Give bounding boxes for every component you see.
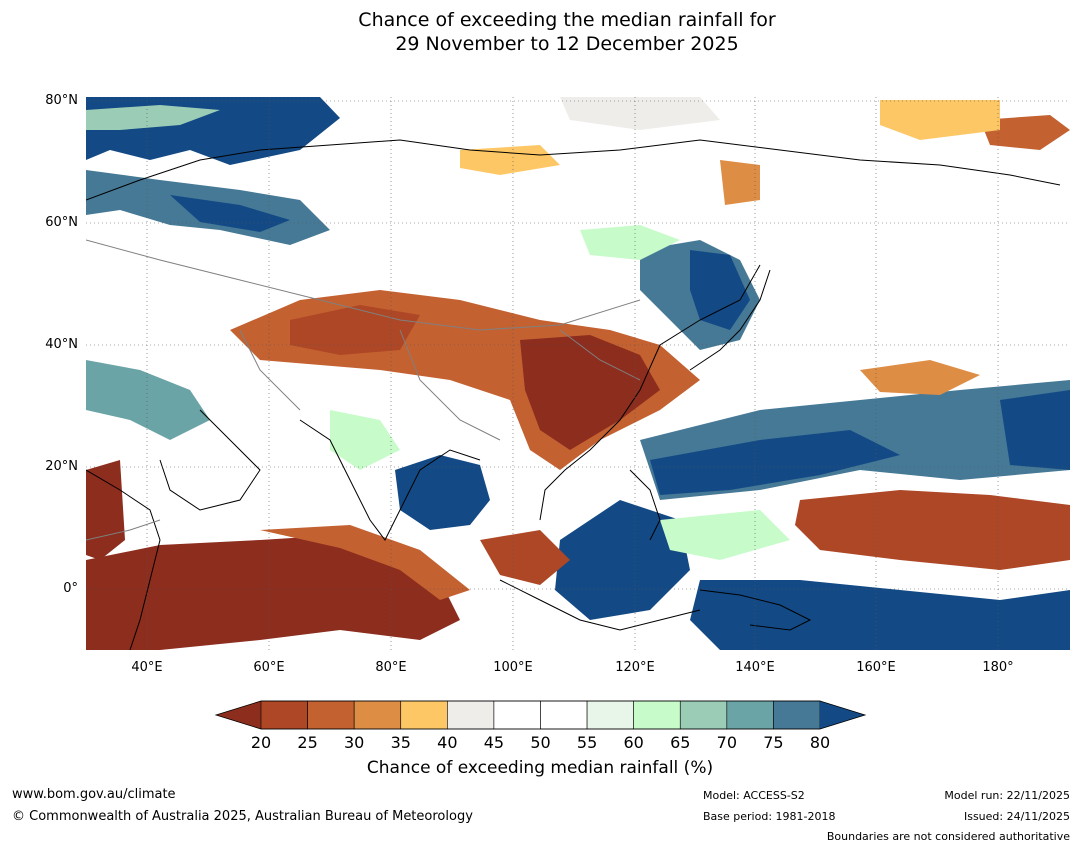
region-middle-east <box>86 360 210 440</box>
colorbar-tick-label: 50 <box>530 733 551 752</box>
low-chance-regions <box>86 115 1070 650</box>
copyright-text: © Commonwealth of Australia 2025, Austra… <box>12 809 473 824</box>
region-siberia-yellow <box>460 145 560 175</box>
colorbar-under-triangle <box>216 701 261 729</box>
region-green-pacific <box>660 510 790 560</box>
lon-label-60e: 60°E <box>253 660 285 675</box>
lon-label-120e: 120°E <box>615 660 655 675</box>
region-indian-ocean <box>86 535 460 650</box>
model-name: Model: ACCESS-S2 <box>703 789 805 802</box>
colorbar-segment <box>726 700 774 730</box>
colorbar-over-triangle <box>820 701 865 729</box>
high-chance-regions <box>86 97 1070 650</box>
lon-label-80e: 80°E <box>375 660 407 675</box>
accent-regions <box>86 97 1000 560</box>
lon-label-40e: 40°E <box>131 660 163 675</box>
colorbar-tick-label: 40 <box>437 733 458 752</box>
lat-label-60n: 60°N <box>45 215 78 230</box>
region-north-europe-band-inner <box>170 195 290 232</box>
lon-label-160e: 160°E <box>856 660 896 675</box>
colorbar-tick-label: 70 <box>716 733 737 752</box>
lon-label-100e: 100°E <box>493 660 533 675</box>
region-bay-of-bengal <box>395 455 490 530</box>
region-mongolia-core <box>690 250 750 330</box>
boundaries-disclaimer: Boundaries are not considered authoritat… <box>826 830 1070 843</box>
coast-indonesia <box>499 579 701 631</box>
region-green-asia <box>580 225 680 260</box>
region-green-india <box>330 410 400 470</box>
region-arctic-east <box>980 115 1070 150</box>
colorbar-tick-label: 45 <box>483 733 505 752</box>
colorbar-tick-label: 25 <box>297 733 318 752</box>
colorbar-tick-label: 20 <box>250 733 272 752</box>
title-line-1: Chance of exceeding the median rainfall … <box>358 9 776 31</box>
region-north-pacific <box>860 360 980 395</box>
region-south-pacific <box>690 580 1070 650</box>
lat-label-40n: 40°N <box>45 337 78 352</box>
coast-eurasia <box>86 139 1061 201</box>
coast-africa-east <box>86 469 161 650</box>
region-west-pacific-core <box>650 430 900 495</box>
colorbar-segment <box>540 700 588 730</box>
national-boundaries <box>86 239 641 541</box>
colorbar-tick-label: 65 <box>670 733 691 752</box>
region-arctic-yellow <box>880 100 1000 140</box>
colorbar-tick-label: 30 <box>343 733 365 752</box>
colorbar-segment <box>586 700 634 730</box>
coastlines <box>86 139 1061 650</box>
coast-arabia <box>159 409 261 511</box>
region-east-africa <box>86 460 125 560</box>
coast-new-guinea <box>699 589 812 631</box>
colorbar-segment <box>773 700 821 730</box>
colorbar-outline <box>214 700 867 730</box>
region-grey-arctic <box>560 97 720 130</box>
region-green-north <box>86 105 220 130</box>
region-china-core <box>520 335 660 450</box>
region-east-pacific-core <box>1000 390 1070 470</box>
colorbar-segment <box>400 700 448 730</box>
colorbar-tick-label: 35 <box>390 733 411 752</box>
colorbar-segment <box>633 700 681 730</box>
lon-label-140e: 140°E <box>735 660 775 675</box>
lat-label-80n: 80°N <box>45 93 78 108</box>
coast-japan <box>689 269 771 371</box>
coast-east-asia <box>539 264 761 521</box>
model-run-date: Model run: 22/11/2025 <box>944 789 1070 802</box>
region-indian-ocean-edge <box>260 525 470 600</box>
issued-date: Issued: 24/11/2025 <box>963 810 1070 823</box>
colorbar-segment <box>447 700 495 730</box>
chart-title: Chance of exceeding the median rainfall … <box>0 8 1081 56</box>
colorbar-segment <box>260 700 308 730</box>
title-line-2: 29 November to 12 December 2025 <box>395 33 739 55</box>
colorbar-segment <box>679 700 728 730</box>
colorbar-label: Chance of exceeding median rainfall (%) <box>366 758 714 778</box>
colorbar-segment <box>353 700 402 730</box>
graticule <box>86 97 1070 650</box>
website-link[interactable]: www.bom.gov.au/climate <box>12 787 176 802</box>
region-siberia-east <box>720 160 760 205</box>
colorbar-segment <box>307 700 355 730</box>
region-south-china-sea <box>480 530 570 585</box>
colorbar-tick-label: 55 <box>576 733 598 752</box>
region-central-asia-core <box>290 305 420 355</box>
colorbar-tick-label: 60 <box>623 733 644 752</box>
coast-india <box>299 419 481 541</box>
lat-label-0: 0° <box>63 581 78 596</box>
lon-label-180: 180° <box>982 660 1014 675</box>
colorbar-tick-label: 80 <box>809 733 831 752</box>
colorbar-segment <box>493 700 541 730</box>
colorbar-tick-label: 75 <box>763 733 784 752</box>
base-period: Base period: 1981-2018 <box>703 810 836 823</box>
coast-philippines <box>629 469 661 541</box>
region-central-pacific <box>795 490 1070 570</box>
colorbar <box>214 700 867 730</box>
region-maritime-continent <box>555 500 690 620</box>
lat-label-20n: 20°N <box>45 459 78 474</box>
